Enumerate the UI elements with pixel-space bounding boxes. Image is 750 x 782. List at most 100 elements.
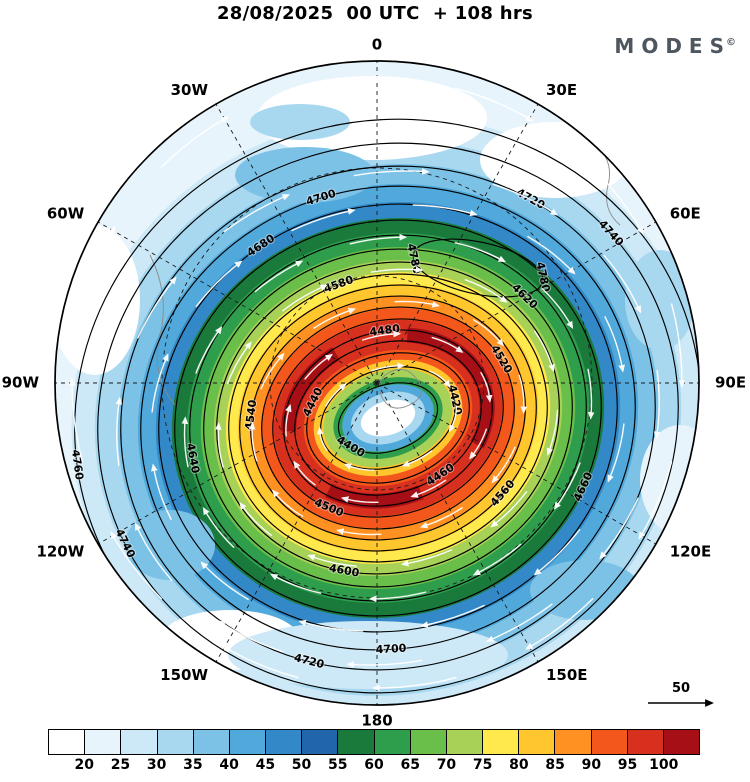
streamline-arrow: [202, 507, 235, 548]
meridian-label: 120E: [670, 543, 712, 561]
streamline-arrow: [336, 528, 382, 536]
wind-reference-label: 50: [672, 681, 690, 696]
streamline-arrow: [343, 463, 375, 471]
colorbar-cell: [193, 730, 230, 754]
streamline-arrow: [653, 370, 661, 440]
streamline-arrow: [81, 226, 116, 305]
modes-logo-text: MODES: [614, 34, 731, 58]
streamline-arrow: [346, 659, 423, 668]
streamline-arrow: [431, 336, 464, 353]
colorbar-cell: [229, 730, 267, 754]
polar-map: 4760476047404740472047204700470046804660…: [2, 36, 747, 727]
streamline-arrow: [134, 522, 173, 581]
streamline-arrow: [534, 330, 555, 373]
colorbar-cell: [85, 730, 122, 754]
streamline-arrow: [480, 372, 493, 403]
streamline-arrow: [215, 422, 224, 468]
colorbar-cell: [157, 730, 194, 754]
streamline-arrow: [370, 362, 405, 372]
streamline-arrow: [151, 353, 169, 413]
colorbar-tick: 100: [649, 757, 679, 773]
streamline-arrow: [370, 266, 424, 274]
streamline-arrow: [217, 620, 284, 653]
streamline-arrow: [518, 374, 528, 415]
streamline-arrow: [525, 598, 594, 650]
streamline-arrow: [239, 501, 272, 536]
colorbar-cell: [446, 730, 484, 754]
streamline-arrow: [420, 507, 463, 529]
streamline-arrow: [394, 300, 440, 308]
colorbar-tick: 85: [545, 757, 565, 773]
streamline-arrow: [316, 426, 328, 451]
streamline-arrow: [362, 330, 402, 341]
streamline-arrow: [400, 549, 453, 567]
colorbar-tick: 30: [146, 757, 167, 773]
meridian-label: 180: [361, 712, 392, 727]
streamline-arrow: [412, 204, 478, 217]
streamline-arrow: [490, 491, 528, 528]
chart-title: 28/08/2025 00 UTC + 108 hrs: [216, 3, 534, 24]
colorbar-cell: [266, 730, 303, 754]
streamline-arrow: [401, 450, 433, 467]
streamline-arrow: [472, 319, 504, 347]
streamline-arrow: [670, 303, 686, 388]
streamline-arrow: [223, 194, 290, 233]
height-contours: [74, 118, 699, 705]
streamline-arrow: [454, 242, 506, 263]
streamline-arrow: [293, 460, 316, 486]
colorbar-cell: [302, 730, 339, 754]
streamline-arrow: [486, 603, 553, 642]
colorbar-cell: [121, 730, 158, 754]
streamline-arrow: [464, 279, 508, 303]
colorbar-cell: [410, 730, 447, 754]
colorbar-tick: 20: [74, 757, 94, 773]
streamline-arrow: [448, 406, 457, 433]
streamline-arrow: [110, 531, 162, 600]
streamline-arrow: [604, 316, 625, 373]
colorbar-cell: [663, 730, 700, 754]
streamline-arrow: [115, 396, 123, 466]
colorbar-tick: 90: [581, 757, 602, 773]
map-outline: [54, 60, 700, 706]
colorbar-tick: 55: [328, 757, 348, 773]
streamline-arrow: [553, 462, 581, 510]
meridian-label: 120W: [36, 543, 84, 561]
streamline-arrow: [372, 676, 457, 692]
colorbar-cell: [338, 730, 375, 754]
streamline-arrow: [313, 307, 356, 329]
streamline-arrow: [151, 463, 172, 520]
meridian-label: 30W: [171, 81, 209, 99]
colorbar-tick: 50: [291, 757, 312, 773]
streamline-arrow: [282, 284, 328, 312]
colorbar-tick: 25: [110, 757, 131, 773]
streamline-arrow: [285, 404, 292, 437]
colorbar-cell: [483, 730, 520, 754]
streamline-arrow: [599, 497, 639, 560]
colorbar-tick-labels: 20 25 30 35 40 45 50 55 60 65 70 75 80 85 90 95 100: [48, 757, 700, 777]
streamline-arrow: [195, 326, 223, 374]
colorbar-tick: 45: [255, 757, 276, 773]
colorbar-tick: 75: [472, 757, 493, 773]
streamline-arrow: [260, 352, 285, 390]
colorbar-tick: 40: [219, 757, 239, 773]
meridian-label: 60W: [47, 205, 85, 223]
streamline-arrow: [137, 276, 177, 339]
streamline-arrow: [587, 368, 595, 420]
meridian-label: 90W: [2, 374, 40, 392]
streamline-arrow: [492, 183, 559, 216]
colorbar-tick: 70: [436, 757, 457, 773]
streamline-arrow: [420, 604, 485, 628]
streamline-arrow: [325, 383, 347, 407]
wind-speed-shading: [55, 61, 699, 705]
wind-reference: 50: [648, 681, 714, 707]
meridian-labels: 0 30E 60E 90E 120E 150E 180 150W 120W 90W 60W 30W: [2, 36, 747, 727]
streamline-arrow: [160, 116, 229, 168]
streamline-arrow: [291, 208, 356, 232]
streamline-arrow: [200, 561, 249, 601]
streamline-arrow: [546, 409, 559, 456]
streamline-arrow: [592, 166, 644, 235]
streamline-arrow: [304, 353, 333, 380]
colorbar-cell: [519, 730, 556, 754]
colorbar-cell: [627, 730, 664, 754]
